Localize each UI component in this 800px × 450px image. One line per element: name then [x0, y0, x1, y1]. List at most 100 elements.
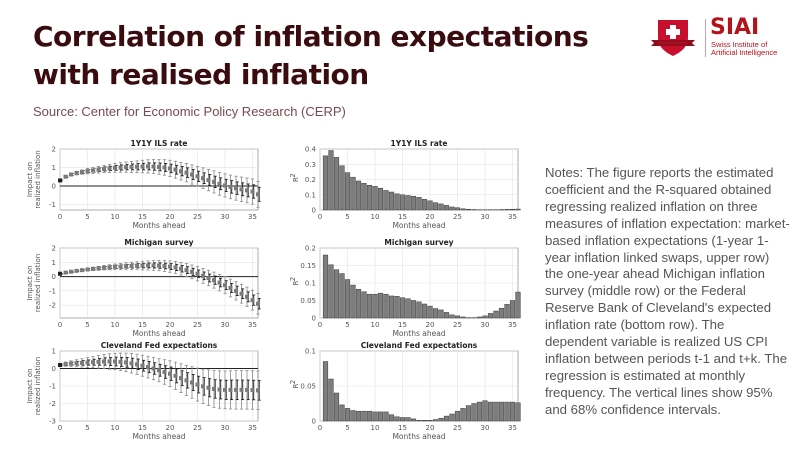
r2-bar — [399, 297, 406, 319]
r2-bar — [438, 203, 444, 211]
r2-bar — [372, 186, 378, 211]
r2-bar — [504, 209, 510, 211]
point-estimate — [245, 387, 249, 392]
x-tick-label: 5 — [345, 213, 349, 221]
x-tick-label: 5 — [345, 321, 349, 329]
r2-bar — [328, 378, 334, 422]
r2-bar — [476, 316, 483, 319]
r2-bar — [410, 418, 417, 422]
x-tick-label: 0 — [318, 424, 322, 432]
x-axis-label: Months ahead — [392, 221, 445, 230]
point-estimate — [124, 360, 128, 365]
figure-notes: Notes: The figure reports the estimated … — [545, 165, 790, 417]
point-estimate — [195, 174, 200, 179]
r2-bar — [344, 172, 351, 211]
r2-bar — [454, 315, 461, 319]
y-tick-label: 0.1 — [305, 348, 316, 356]
r2-bar — [322, 254, 329, 319]
point-estimate — [107, 265, 112, 270]
y-axis-label-superscript: 2 — [289, 173, 297, 177]
x-tick-label: 15 — [398, 213, 407, 221]
point-estimate — [96, 167, 101, 172]
point-estimate — [239, 187, 244, 192]
r2-bar — [427, 200, 433, 211]
point-estimate — [91, 168, 95, 173]
r2-bar — [333, 269, 340, 319]
x-tick-label: 10 — [371, 424, 380, 432]
point-estimate — [102, 166, 106, 171]
y-tick-label: -1 — [49, 287, 56, 295]
point-estimate — [129, 164, 134, 169]
r2-bar — [388, 414, 395, 422]
logo-brand: SIAI — [710, 15, 760, 40]
point-estimate — [74, 171, 79, 176]
point-estimate — [217, 280, 222, 285]
x-tick-label: 20 — [426, 213, 435, 221]
r2-bar — [322, 361, 329, 422]
r2-bar — [366, 293, 373, 319]
y-axis-label: R — [292, 177, 300, 182]
point-estimate — [157, 164, 161, 169]
point-estimate — [96, 359, 101, 364]
r2-bar — [388, 191, 395, 211]
r2-bar — [405, 298, 411, 319]
x-tick-label: 35 — [248, 424, 257, 432]
y-tick-label: 0.4 — [305, 146, 317, 154]
x-tick-label: 35 — [508, 213, 517, 221]
point-estimate — [151, 366, 156, 371]
point-estimate — [206, 276, 211, 280]
point-estimate — [201, 176, 205, 181]
y-tick-label: 0 — [52, 182, 56, 190]
r2-bar — [344, 408, 351, 422]
point-estimate — [223, 387, 227, 392]
x-tick-label: 25 — [193, 321, 202, 329]
r2-bar — [383, 411, 389, 422]
point-estimate — [179, 376, 183, 381]
r2-bar — [515, 208, 521, 211]
x-tick-label: 30 — [221, 213, 230, 221]
r2-bar — [427, 305, 433, 319]
r2-bar — [355, 289, 362, 319]
point-estimate — [107, 359, 112, 364]
point-estimate — [85, 360, 90, 365]
point-estimate — [102, 359, 106, 364]
point-estimate — [58, 178, 62, 183]
r2-bar — [438, 309, 444, 319]
point-estimate — [228, 286, 233, 290]
point-estimate — [173, 373, 178, 378]
x-tick-label: 0 — [318, 213, 322, 221]
point-estimate — [184, 268, 189, 273]
x-tick-label: 15 — [138, 424, 147, 432]
point-estimate — [140, 363, 145, 368]
r2-bar — [361, 183, 367, 211]
plot-area — [59, 148, 259, 211]
x-tick-label: 0 — [58, 213, 62, 221]
r2-bar — [394, 193, 400, 211]
x-tick-label: 35 — [508, 424, 517, 432]
point-estimate — [96, 266, 101, 271]
x-tick-label: 0 — [58, 321, 62, 329]
point-estimate — [245, 188, 249, 193]
point-estimate — [74, 361, 79, 366]
logo-subtitle-line2: Artificial Intelligence — [711, 48, 778, 57]
r2-bar — [366, 410, 373, 422]
point-estimate — [140, 263, 145, 268]
r2-bar — [361, 291, 367, 319]
point-estimate — [69, 361, 73, 366]
r2-bar — [355, 410, 362, 422]
point-estimate — [206, 178, 211, 183]
x-tick-label: 25 — [453, 321, 462, 329]
point-estimate — [256, 192, 260, 197]
y-tick-label: 0.1 — [305, 191, 316, 199]
y-tick-label: -1 — [49, 201, 56, 209]
x-tick-label: 25 — [453, 424, 462, 432]
r2-bar — [372, 293, 378, 319]
point-estimate — [124, 264, 128, 269]
x-tick-label: 30 — [221, 321, 230, 329]
point-estimate — [217, 181, 222, 186]
point-estimate — [173, 265, 178, 270]
page-title: Correlation of inflation expectations wi… — [33, 20, 589, 91]
x-tick-label: 10 — [111, 321, 120, 329]
x-tick-label: 5 — [85, 424, 89, 432]
